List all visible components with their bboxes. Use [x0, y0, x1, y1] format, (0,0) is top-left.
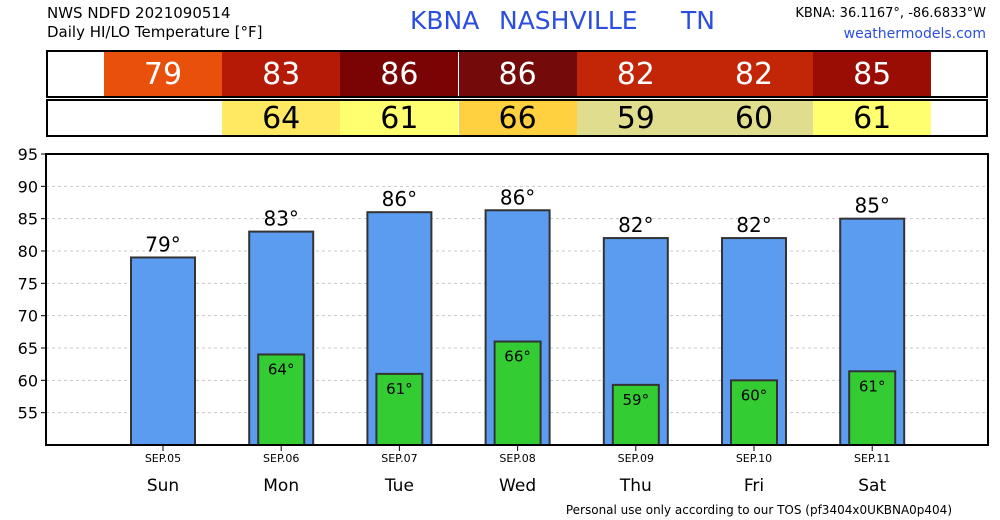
station-info: KBNA: 36.1167°, -86.6833°W weathermodels…	[795, 4, 986, 44]
high-temp-cell: 82	[695, 52, 813, 96]
date-label: SEP.09	[618, 452, 654, 465]
low-temp-label: 59°	[623, 391, 650, 409]
low-temp-bar	[257, 353, 306, 447]
low-temp-label: 60°	[741, 386, 768, 404]
y-tick-label: 55	[18, 404, 38, 423]
date-label: SEP.08	[499, 452, 535, 465]
station-coordinates: KBNA: 36.1167°, -86.6833°W	[795, 6, 986, 21]
date-label: SEP.05	[145, 452, 181, 465]
high-temp-label: 79°	[145, 232, 180, 256]
low-temp-bar	[730, 379, 778, 447]
high-temp-cell: 83	[222, 52, 341, 96]
y-tick-label: 90	[18, 177, 38, 196]
low-temp-cell: 61	[813, 101, 932, 136]
low-temp-cell: 64	[222, 101, 341, 136]
low-temp-label: 61°	[859, 377, 886, 395]
high-temp-cell: 82	[576, 52, 695, 96]
low-temp-bar	[493, 340, 542, 446]
low-temp-cell: 59	[576, 101, 695, 136]
y-tick-label: 75	[18, 274, 38, 293]
low-temp-label: 61°	[386, 380, 413, 398]
low-temperature-strip: 64 61 66 59 60 61	[46, 99, 988, 137]
day-label: Sun	[147, 476, 179, 496]
date-label: SEP.06	[263, 452, 299, 465]
low-temp-label: 64°	[268, 360, 295, 378]
high-temp-cell: 85	[813, 52, 932, 96]
low-temp-cell: 60	[695, 101, 813, 136]
date-label: SEP.11	[854, 452, 890, 465]
date-label: SEP.10	[736, 452, 772, 465]
high-temp-label: 82°	[736, 213, 771, 237]
high-temp-label: 82°	[618, 213, 653, 237]
day-label: Sat	[858, 476, 886, 496]
station-title: KBNA NASHVILLE TN	[0, 6, 1000, 40]
high-temperature-strip: 79 83 86 86 82 82 85	[46, 50, 988, 98]
low-temp-cell: 61	[340, 101, 459, 136]
high-temp-cell: 79	[104, 52, 222, 96]
high-temp-cell: 86	[340, 52, 459, 96]
station-id: KBNA	[410, 6, 480, 35]
high-temp-label: 86°	[382, 187, 417, 211]
y-tick-label: 85	[18, 210, 38, 229]
chart-source-header: NWS NDFD 2021090514 Daily HI/LO Temperat…	[47, 4, 263, 42]
day-label: Wed	[499, 476, 536, 496]
high-temp-label: 85°	[854, 194, 889, 218]
site-link[interactable]: weathermodels.com	[843, 26, 986, 42]
day-label: Tue	[384, 476, 414, 496]
high-temp-cell: 86	[458, 52, 577, 96]
plot-frame	[45, 153, 989, 446]
date-label: SEP.07	[381, 452, 417, 465]
day-label: Thu	[619, 476, 652, 496]
y-tick-label: 95	[18, 145, 38, 164]
model-run-label: NWS NDFD 2021090514	[47, 4, 231, 22]
low-temp-cell: 66	[458, 101, 577, 136]
day-label: Fri	[744, 476, 764, 496]
high-temp-label: 86°	[500, 185, 535, 209]
terms-footer: Personal use only according to our TOS (…	[565, 503, 952, 517]
low-temp-label: 66°	[504, 348, 531, 366]
y-tick-label: 65	[18, 339, 38, 358]
high-temp-label: 83°	[263, 207, 298, 231]
chart-title: Daily HI/LO Temperature [°F]	[47, 23, 263, 41]
high-temp-bar	[130, 256, 196, 447]
station-state: TN	[681, 6, 715, 35]
day-label: Mon	[263, 476, 299, 496]
station-city: NASHVILLE	[499, 6, 638, 35]
y-tick-label: 60	[18, 371, 38, 390]
y-tick-label: 80	[18, 242, 38, 261]
low-temp-bar	[375, 372, 424, 446]
y-tick-label: 70	[18, 307, 38, 326]
